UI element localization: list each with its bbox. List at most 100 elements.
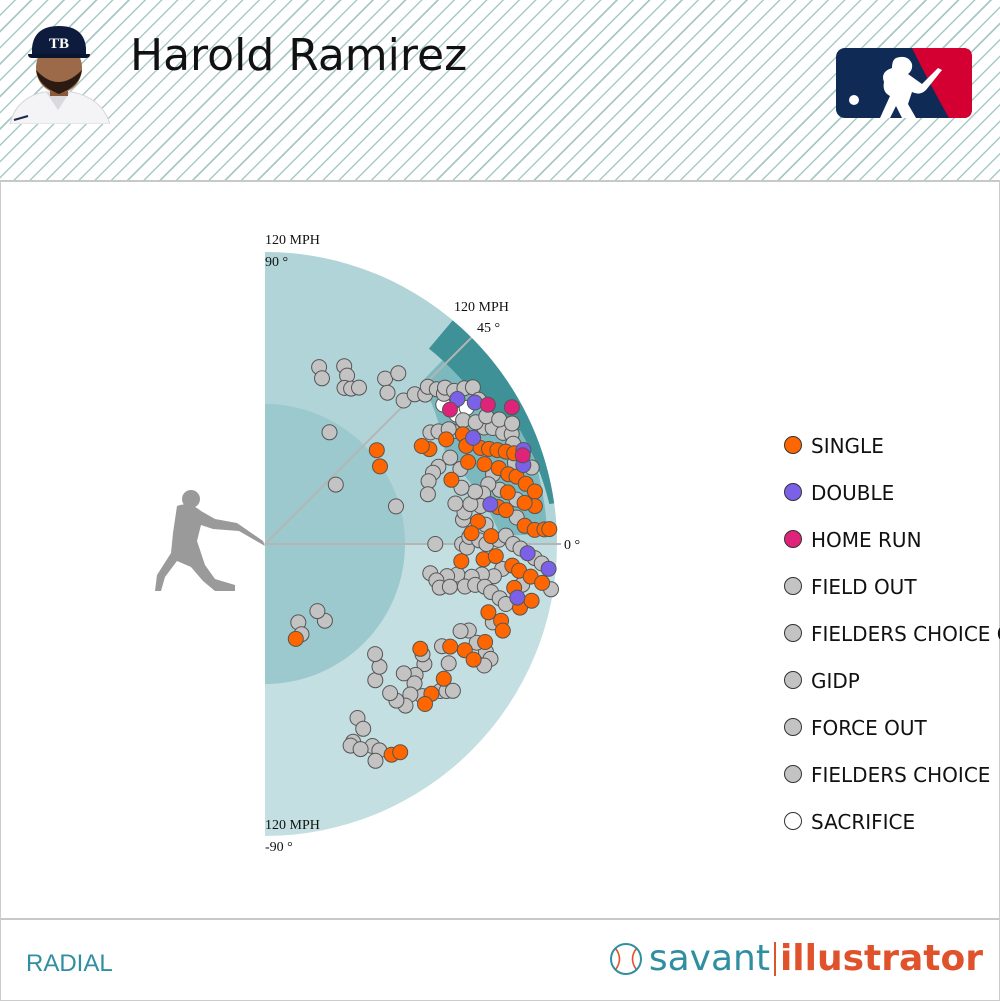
chart-points — [287, 358, 559, 769]
axis-angle-label: -90 ° — [265, 840, 293, 855]
brand-separator — [773, 941, 776, 976]
batted-ball-point — [504, 415, 521, 432]
batted-ball-point — [419, 486, 436, 503]
batted-ball-point — [442, 449, 459, 466]
footer: RADIAL savant illustrator — [0, 918, 1000, 1001]
legend-swatch — [784, 812, 802, 830]
legend-label: FORCE OUT — [811, 716, 927, 740]
batted-ball-point — [442, 638, 459, 655]
legend-label: SACRIFICE — [811, 810, 916, 834]
chart-frame: 120 MPH 90 ° 120 MPH 45 ° 0 ° 120 MPH -90 ° SI… — [0, 181, 1000, 918]
legend-item-sacrifice: SACRIFICE — [784, 812, 1000, 859]
axis-45 — [264, 336, 473, 545]
brand-logo: savant illustrator — [609, 938, 983, 979]
axis-speed-label: 120 MPH — [265, 233, 320, 248]
batted-ball-point — [499, 484, 516, 501]
batted-ball-point — [477, 634, 494, 650]
batted-ball-point — [460, 454, 477, 470]
legend-item-field-out: FIELD OUT — [784, 577, 1000, 624]
batted-ball-point — [453, 553, 470, 570]
legend-item-force-out: FORCE OUT — [784, 718, 1000, 765]
batted-ball-point — [427, 536, 444, 552]
batter-silhouette-icon — [155, 490, 265, 591]
legend-swatch — [784, 436, 802, 454]
batted-ball-point — [413, 438, 430, 454]
batted-ball-point — [503, 399, 520, 416]
batted-ball-point — [395, 665, 412, 682]
baseball-icon — [609, 942, 642, 975]
player-headshot-icon: TB — [9, 26, 110, 124]
batted-ball-point — [379, 384, 396, 401]
batted-ball-point — [523, 592, 540, 609]
legend-swatch — [784, 530, 802, 548]
chart-axes: 120 MPH 90 ° 120 MPH 45 ° 0 ° 120 MPH -90 ° — [264, 233, 580, 855]
batted-ball-point — [309, 603, 326, 620]
axis-angle-label: 0 ° — [564, 538, 580, 553]
legend-label: FIELD OUT — [811, 575, 917, 599]
batted-ball-point — [367, 672, 384, 689]
batted-ball-point — [465, 429, 482, 446]
legend-swatch — [784, 671, 802, 689]
legend-item-fc-out: FIELDERS CHOICE OUT — [784, 624, 1000, 671]
batted-ball-point — [487, 548, 504, 565]
batted-ball-point — [514, 447, 531, 464]
batted-ball-point — [483, 528, 500, 545]
batted-ball-point — [351, 379, 367, 396]
legend-label: FIELDERS CHOICE — [811, 763, 991, 787]
batted-ball-point — [516, 494, 533, 511]
batted-ball-point — [479, 396, 496, 413]
legend-item-fielders-choice: FIELDERS CHOICE — [784, 765, 1000, 812]
axis-angle-label: 90 ° — [265, 255, 288, 270]
chart-legend: SINGLE DOUBLE HOME RUN FIELD OUT FIELDERS CH… — [784, 436, 1000, 859]
brand-savant: savant — [648, 938, 770, 979]
batted-ball-point — [498, 502, 514, 519]
batted-ball-point — [388, 498, 404, 515]
legend-label: GIDP — [811, 669, 860, 693]
legend-label: FIELDERS CHOICE OUT — [811, 622, 1000, 646]
radial-chart: 120 MPH 90 ° 120 MPH 45 ° 0 ° 120 MPH -90 ° — [155, 233, 580, 855]
batted-ball-point — [287, 630, 304, 647]
batted-ball-point — [355, 720, 372, 737]
batted-ball-point — [452, 623, 469, 640]
legend-item-single: SINGLE — [784, 436, 1000, 483]
legend-label: DOUBLE — [811, 481, 895, 505]
axis-speed-label: 120 MPH — [454, 300, 509, 315]
batted-ball-point — [441, 578, 458, 595]
batted-ball-point — [392, 744, 409, 761]
legend-swatch — [784, 577, 802, 595]
legend-swatch — [784, 624, 802, 642]
header: TB Harold Ramirez — [0, 0, 1000, 182]
legend-item-gidp: GIDP — [784, 671, 1000, 718]
view-label: RADIAL — [26, 950, 113, 977]
brand-illustrator: illustrator — [779, 938, 983, 979]
batted-ball-point — [482, 496, 499, 513]
legend-swatch — [784, 718, 802, 736]
batted-ball-point — [314, 370, 330, 387]
batted-ball-point — [476, 456, 493, 473]
batted-ball-point — [519, 545, 536, 562]
svg-text:TB: TB — [49, 36, 69, 52]
batted-ball-point — [438, 431, 455, 448]
legend-label: HOME RUN — [811, 528, 922, 552]
batted-ball-point — [435, 670, 452, 687]
batted-ball-point — [321, 424, 338, 441]
legend-item-home-run: HOME RUN — [784, 530, 1000, 577]
batted-ball-point — [390, 365, 407, 382]
batted-ball-point — [417, 696, 433, 712]
batted-ball-point — [440, 655, 457, 672]
batted-ball-point — [467, 483, 484, 500]
batted-ball-point — [372, 458, 388, 475]
axis-angle-label: 45 ° — [477, 321, 500, 336]
legend-swatch — [784, 483, 802, 501]
batted-ball-point — [447, 495, 464, 512]
batted-ball-point — [327, 476, 344, 493]
batted-ball-point — [444, 682, 461, 699]
legend-swatch — [784, 765, 802, 783]
batted-ball-point — [494, 622, 511, 639]
legend-label: SINGLE — [811, 434, 884, 458]
batted-ball-point — [466, 394, 483, 411]
batted-ball-point — [480, 604, 497, 621]
batted-ball-point — [463, 525, 480, 542]
mlb-logo-icon — [836, 48, 972, 118]
batted-ball-point — [443, 471, 460, 488]
